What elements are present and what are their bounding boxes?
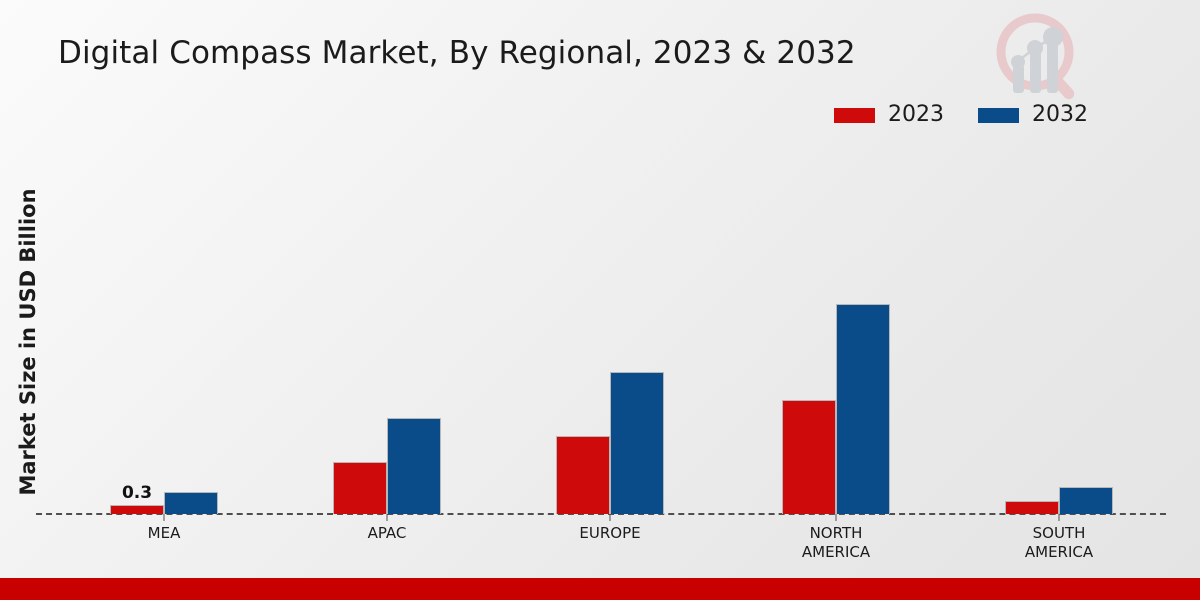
x-axis-tick <box>1058 514 1060 521</box>
legend-swatch-2032 <box>978 107 1019 123</box>
bar-2032-mea[interactable] <box>164 492 218 514</box>
x-axis-label-north-america: NORTH AMERICA <box>801 524 871 561</box>
bar-group: APAC <box>333 0 441 600</box>
bar-2032-south-america[interactable] <box>1059 487 1113 514</box>
legend-swatch-2023 <box>834 107 875 123</box>
legend-item-2032[interactable]: 2032 <box>978 104 1088 126</box>
bar-group-bars <box>782 0 890 514</box>
legend-item-2023[interactable]: 2023 <box>834 104 944 126</box>
bar-2023-north-america[interactable] <box>782 400 836 514</box>
bar-2023-mea[interactable]: 0.3 <box>110 483 164 514</box>
bar-value-label: 0.3 <box>121 483 153 503</box>
x-axis-label-south-america: SOUTH AMERICA <box>1024 524 1094 561</box>
x-axis-label-mea: MEA <box>147 524 181 542</box>
bar-2032-apac[interactable] <box>387 418 441 514</box>
footer-accent-bar <box>0 578 1200 600</box>
legend-label-2023: 2023 <box>888 102 944 127</box>
x-axis-tick <box>609 514 611 521</box>
bar-group: SOUTH AMERICA <box>1005 0 1113 600</box>
bar-group: EUROPE <box>556 0 664 600</box>
x-axis-tick <box>835 514 837 521</box>
bar-2023-apac[interactable] <box>333 462 387 514</box>
x-axis-tick <box>163 514 165 521</box>
x-axis-label-europe: EUROPE <box>579 524 641 542</box>
bar-2032-north-america[interactable] <box>836 304 890 514</box>
bar-group-bars <box>333 0 441 514</box>
bar-group: 0.3 MEA <box>110 0 218 600</box>
bar-2032-europe[interactable] <box>610 372 664 514</box>
x-axis-label-apac: APAC <box>367 524 407 542</box>
legend-label-2032: 2032 <box>1032 102 1088 127</box>
bar-group-bars <box>556 0 664 514</box>
chart-legend: 2023 2032 <box>834 104 1088 126</box>
bar-group-bars: 0.3 <box>110 0 218 514</box>
x-axis-baseline <box>36 513 1166 515</box>
bar-group-bars <box>1005 0 1113 514</box>
bar-2023-south-america[interactable] <box>1005 501 1059 514</box>
bar-2023-europe[interactable] <box>556 436 610 514</box>
x-axis-tick <box>386 514 388 521</box>
bar-group: NORTH AMERICA <box>782 0 890 600</box>
page-title: Digital Compass Market, By Regional, 202… <box>58 35 856 71</box>
